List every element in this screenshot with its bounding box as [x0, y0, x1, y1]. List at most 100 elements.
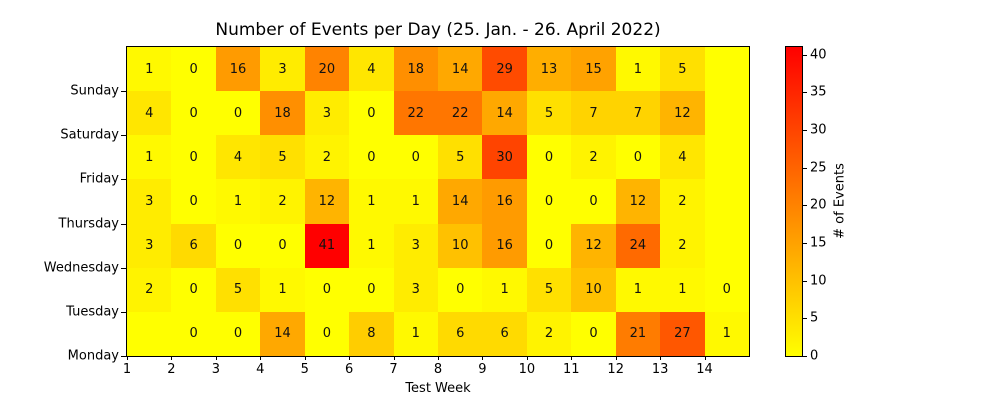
heatmap-cell: 24 — [615, 223, 661, 268]
heatmap-cell: 0 — [571, 311, 616, 356]
heatmap-cell: 0 — [215, 311, 261, 356]
colorbar-tick-mark — [803, 54, 807, 56]
heatmap-cell: 1 — [615, 267, 661, 312]
heatmap-cell: 3 — [304, 91, 350, 136]
y-tick-mark — [121, 267, 126, 269]
heatmap-cell: 13 — [526, 47, 572, 92]
heatmap-cell: 14 — [437, 179, 483, 224]
heatmap-cell: 1 — [127, 135, 172, 180]
x-tick-mark — [349, 356, 351, 360]
colorbar-tick-label: 10 — [810, 273, 827, 289]
heatmap-cell: 0 — [215, 223, 261, 268]
colorbar-tick-mark — [803, 356, 807, 357]
heatmap-cell — [704, 47, 749, 92]
heatmap-cell: 0 — [171, 267, 216, 312]
heatmap-cell — [127, 311, 172, 356]
heatmap-cell: 0 — [526, 179, 572, 224]
heatmap-cell: 0 — [393, 135, 438, 180]
heatmap-cell: 10 — [571, 267, 616, 312]
x-tick-label: 6 — [345, 362, 354, 377]
x-tick-mark — [660, 356, 662, 360]
x-tick-label: 11 — [563, 362, 580, 377]
x-tick-mark — [704, 356, 706, 360]
heatmap-cell: 5 — [260, 135, 305, 180]
heatmap-cell: 2 — [260, 179, 305, 224]
heatmap-cell: 6 — [171, 223, 216, 268]
colorbar-tick-mark — [803, 242, 807, 244]
heatmap-cell: 22 — [437, 91, 483, 136]
x-tick-label: 5 — [300, 362, 309, 377]
heatmap-cell: 3 — [393, 223, 438, 268]
heatmap-cell: 6 — [482, 311, 527, 356]
colorbar — [785, 46, 803, 357]
colorbar-tick-mark — [803, 318, 807, 320]
heatmap-cell: 2 — [660, 179, 705, 224]
heatmap-cell: 0 — [171, 135, 216, 180]
heatmap-cell: 1 — [482, 267, 527, 312]
x-tick-mark — [438, 356, 439, 360]
x-tick-mark — [215, 356, 217, 360]
x-tick-label: 9 — [478, 362, 487, 377]
heatmap-cell: 6 — [437, 311, 483, 356]
y-tick-label: Friday — [79, 171, 119, 187]
colorbar-tick-label: 40 — [810, 47, 827, 63]
heatmap-cell: 4 — [127, 91, 172, 136]
heatmap-cell: 20 — [304, 47, 350, 92]
x-tick-mark — [127, 356, 128, 360]
heatmap-cell: 21 — [615, 311, 661, 356]
heatmap-cell: 7 — [615, 91, 661, 136]
x-tick-label: 8 — [433, 362, 443, 377]
x-axis-label: Test Week — [405, 381, 471, 396]
heatmap-cell: 5 — [526, 267, 572, 312]
heatmap-cell: 0 — [526, 135, 572, 180]
heatmap-cell: 3 — [393, 267, 438, 312]
x-tick-label: 3 — [211, 362, 220, 377]
heatmap-cell: 7 — [571, 91, 616, 136]
heatmap-cell: 0 — [437, 267, 483, 312]
heatmap-cell — [704, 135, 749, 180]
chart-title: Number of Events per Day (25. Jan. - 26.… — [215, 20, 661, 40]
colorbar-tick-label: 0 — [810, 348, 819, 364]
x-tick-label: 12 — [607, 362, 624, 377]
heatmap-cell: 1 — [704, 311, 749, 356]
heatmap-cell: 0 — [704, 267, 749, 312]
x-tick-label: 14 — [696, 362, 713, 377]
heatmap-cell: 16 — [215, 47, 261, 92]
y-tick-label: Tuesday — [66, 304, 119, 320]
heatmap-cell — [704, 179, 749, 224]
y-tick-label: Wednesday — [43, 260, 119, 276]
x-tick-mark — [304, 356, 306, 360]
heatmap-cell: 0 — [215, 91, 261, 136]
colorbar-tick-label: 5 — [810, 310, 819, 326]
y-tick-mark — [121, 223, 126, 225]
heatmap-cell: 1 — [660, 267, 705, 312]
x-tick-mark — [615, 356, 617, 360]
x-tick-mark — [571, 356, 573, 360]
y-tick-mark — [121, 356, 126, 357]
heatmap-cell: 1 — [349, 223, 394, 268]
heatmap-cell: 0 — [171, 311, 216, 356]
heatmap-cell: 0 — [171, 91, 216, 136]
x-tick-mark — [260, 356, 262, 360]
x-tick-mark — [393, 356, 395, 360]
heatmap-cell: 1 — [127, 47, 172, 92]
heatmap-cell: 0 — [171, 179, 216, 224]
heatmap-cell: 41 — [304, 223, 350, 268]
y-tick-label: Saturday — [60, 127, 119, 143]
heatmap-cell: 2 — [660, 223, 705, 268]
y-tick-mark — [121, 179, 126, 181]
colorbar-tick-mark — [803, 167, 807, 169]
heatmap-cell: 4 — [660, 135, 705, 180]
heatmap-cell: 3 — [127, 223, 172, 268]
x-tick-mark — [526, 356, 528, 360]
y-tick-label: Thursday — [58, 216, 119, 232]
heatmap-cell: 12 — [304, 179, 350, 224]
heatmap-cell: 12 — [571, 223, 616, 268]
heatmap-cell: 1 — [615, 47, 661, 92]
x-tick-mark — [171, 356, 173, 360]
x-tick-mark — [482, 356, 484, 360]
heatmap-cell: 0 — [571, 179, 616, 224]
heatmap-cell: 8 — [349, 311, 394, 356]
heatmap-cell: 16 — [482, 223, 527, 268]
y-tick-mark — [121, 311, 126, 313]
